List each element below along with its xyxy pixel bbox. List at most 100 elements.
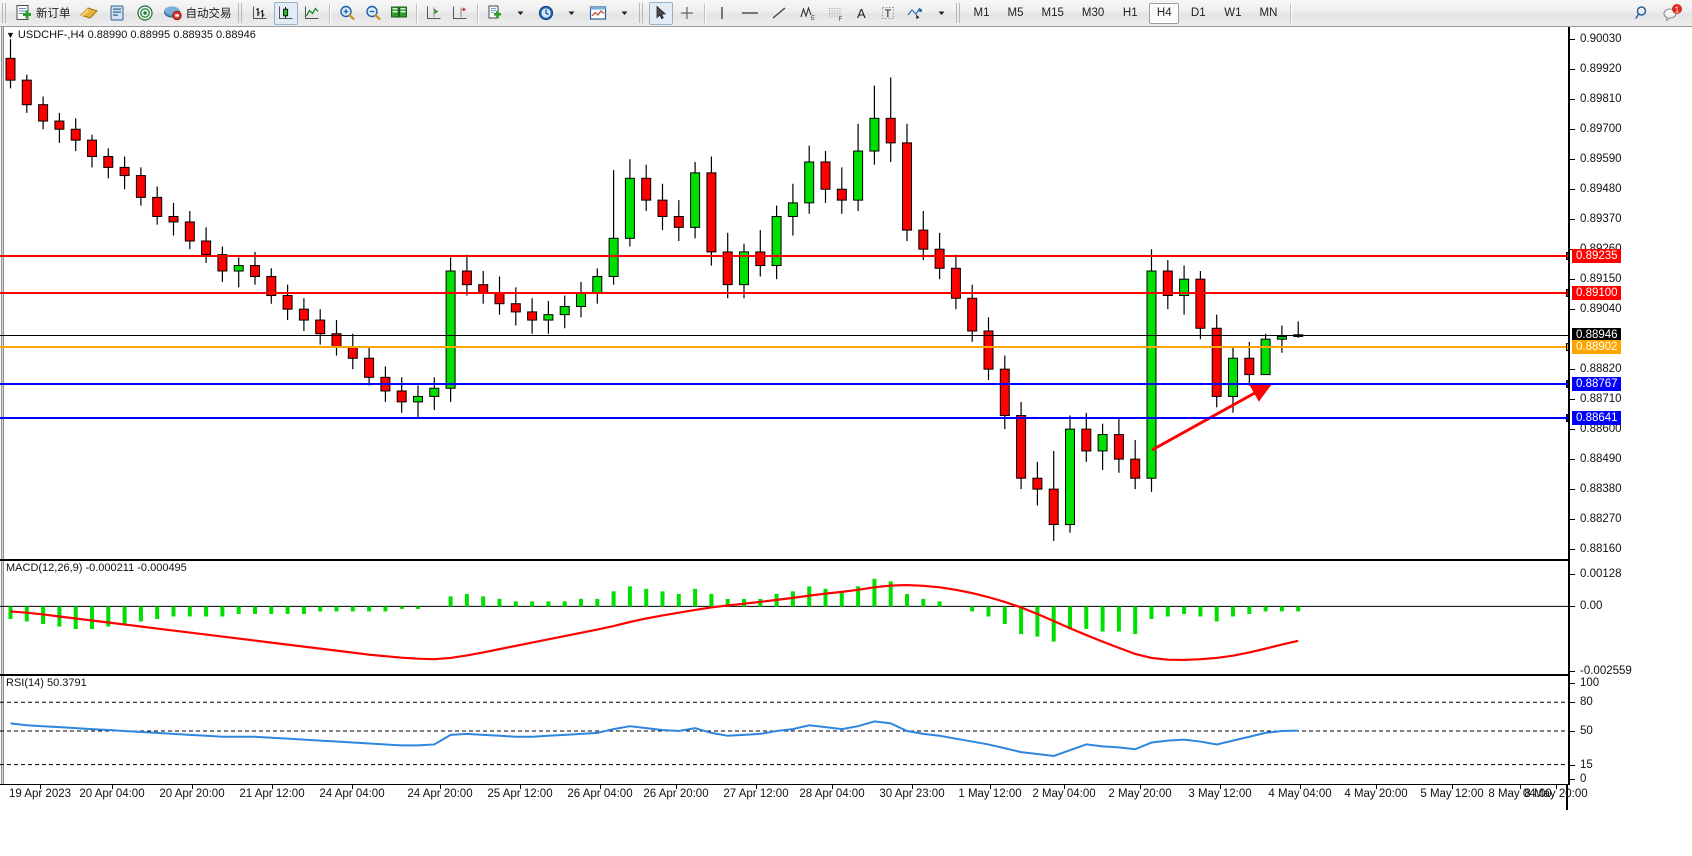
text-label-button[interactable]: T: [876, 2, 900, 25]
toolbar-grip-4[interactable]: [955, 3, 962, 23]
candle: [152, 196, 163, 217]
uptrend-arrow-annotation[interactable]: [0, 27, 1568, 560]
price-plot-canvas[interactable]: [0, 27, 1568, 560]
templates-dropdown[interactable]: [509, 2, 532, 25]
hline-resistance-1[interactable]: [0, 252, 1568, 260]
time-axis[interactable]: 19 Apr 2023 20 Apr 04:00 20 Apr 20:00 21 Ap…: [0, 785, 1692, 810]
alerts-icon: 1: [1663, 4, 1682, 22]
candle: [396, 390, 407, 403]
indicators-button[interactable]: [585, 2, 611, 25]
period-button[interactable]: [534, 2, 558, 25]
hline-pivot-handle[interactable]: [1566, 342, 1568, 351]
hline-support-1-handle[interactable]: [1566, 379, 1568, 388]
price-axis-label: 0.89920: [1580, 63, 1622, 76]
support-level-2-badge[interactable]: 0.88641: [1572, 410, 1621, 425]
macd-pane[interactable]: MACD(12,26,9) -0.000211 -0.000495 0.0012…: [0, 560, 1692, 677]
price-pane[interactable]: ▼ USDCHF-,H4 0.88990 0.88995 0.88935 0.88…: [0, 27, 1692, 560]
rsi-pane[interactable]: RSI(14) 50.3791 100 80 50 15 0: [0, 675, 1692, 785]
time-axis-label: 20 Apr 04:00: [79, 788, 145, 800]
auto-scroll-button[interactable]: [448, 2, 472, 25]
rsi-plot-canvas[interactable]: [0, 675, 1568, 785]
tab-timeframe-d1[interactable]: D1: [1190, 7, 1206, 19]
tab-timeframe-w1[interactable]: W1: [1224, 7, 1242, 19]
symbol-dropdown-icon[interactable]: ▼: [6, 30, 15, 41]
pivot-level-badge[interactable]: 0.88902: [1572, 339, 1621, 354]
bid-price-badge[interactable]: 0.88946: [1572, 327, 1621, 342]
fibonacci-button[interactable]: F: [822, 2, 848, 25]
price-axis-label: 0.89370: [1580, 213, 1622, 226]
zoom-out-button[interactable]: [361, 2, 385, 25]
trendline-button[interactable]: [766, 2, 792, 25]
vertical-line-button[interactable]: [710, 2, 734, 25]
cursor-button[interactable]: [648, 1, 673, 25]
new-order-button[interactable]: 新订单: [12, 2, 74, 25]
trendline-icon: [772, 7, 785, 19]
candle: [836, 188, 847, 201]
tab-timeframe-h4[interactable]: H4: [1149, 2, 1180, 24]
resistance-level-2-badge[interactable]: 0.89100: [1572, 285, 1621, 300]
toolbar-grip-3[interactable]: [638, 3, 645, 23]
candle: [119, 166, 130, 177]
data-window-button[interactable]: [104, 2, 130, 25]
hline-support-1[interactable]: [0, 379, 1568, 388]
bar-chart-button[interactable]: [248, 2, 272, 25]
candle: [1065, 428, 1075, 526]
tab-timeframe-m1[interactable]: M1: [973, 7, 990, 19]
new-order-icon: [16, 5, 31, 20]
search-button[interactable]: [1630, 2, 1656, 25]
alerts-button[interactable]: 1: [1658, 2, 1686, 25]
candle: [869, 117, 880, 152]
candle: [999, 368, 1010, 417]
templates-button[interactable]: [483, 2, 507, 25]
hline-resistance-1-handle[interactable]: [1566, 252, 1568, 260]
candle: [103, 156, 114, 168]
crosshair-button[interactable]: [675, 2, 699, 25]
macd-plot-canvas[interactable]: [0, 560, 1568, 675]
hline-resistance-2-handle[interactable]: [1566, 288, 1568, 297]
tile-windows-icon: [390, 6, 407, 18]
toolbar-grip-2[interactable]: [237, 3, 244, 23]
candle: [641, 177, 652, 201]
tab-timeframe-m30[interactable]: M30: [1081, 7, 1105, 19]
time-axis-tick: [912, 785, 913, 789]
tab-timeframe-m15[interactable]: M15: [1041, 7, 1064, 19]
candle: [1260, 338, 1271, 376]
time-axis-label: 26 Apr 20:00: [643, 788, 709, 800]
horizontal-line-button[interactable]: [736, 2, 764, 25]
autotrade-button[interactable]: 自动交易: [160, 2, 235, 25]
period-dropdown[interactable]: [560, 2, 583, 25]
time-axis-label: 20 Apr 20:00: [159, 788, 225, 800]
candle: [885, 117, 896, 144]
candle: [87, 139, 97, 158]
elliott-wave-button[interactable]: E: [794, 2, 820, 25]
zoom-in-button[interactable]: [335, 2, 359, 25]
shapes-dropdown[interactable]: [930, 2, 953, 25]
line-chart-button[interactable]: [300, 2, 324, 25]
resistance-level-1-badge[interactable]: 0.89235: [1572, 249, 1621, 263]
navigator-button[interactable]: [132, 2, 158, 25]
tab-timeframe-h1[interactable]: H1: [1122, 7, 1138, 19]
search-icon: [1635, 6, 1647, 19]
hline-support-2[interactable]: [0, 413, 1568, 422]
toolbar-grip-1[interactable]: [2, 3, 8, 23]
text-button[interactable]: A: [850, 2, 874, 25]
time-axis-tick: [832, 785, 833, 789]
expert-advisor-button[interactable]: [76, 2, 102, 25]
hline-support-2-handle[interactable]: [1566, 413, 1568, 422]
price-axis-tick: [1570, 519, 1575, 521]
hline-resistance-2[interactable]: [0, 288, 1568, 297]
candle: [934, 248, 945, 269]
price-axis-label: 0.89150: [1580, 273, 1622, 286]
chart-shift-button[interactable]: [422, 2, 446, 25]
tab-timeframe-mn[interactable]: MN: [1259, 7, 1278, 19]
tab-timeframe-m5[interactable]: M5: [1007, 7, 1024, 19]
support-level-1-badge[interactable]: 0.88767: [1572, 376, 1621, 391]
hline-pivot[interactable]: [0, 342, 1568, 351]
price-axis[interactable]: 0.90030 0.89920 0.89810 0.89700 0.89590 0.894…: [1568, 27, 1692, 560]
tile-windows-button[interactable]: [387, 2, 411, 25]
shapes-button[interactable]: [902, 2, 928, 25]
candlestick-chart-button[interactable]: [273, 1, 298, 25]
macd-title: MACD(12,26,9) -0.000211 -0.000495: [6, 562, 187, 574]
time-axis-tick: [192, 785, 193, 789]
indicators-dropdown[interactable]: [613, 2, 636, 25]
